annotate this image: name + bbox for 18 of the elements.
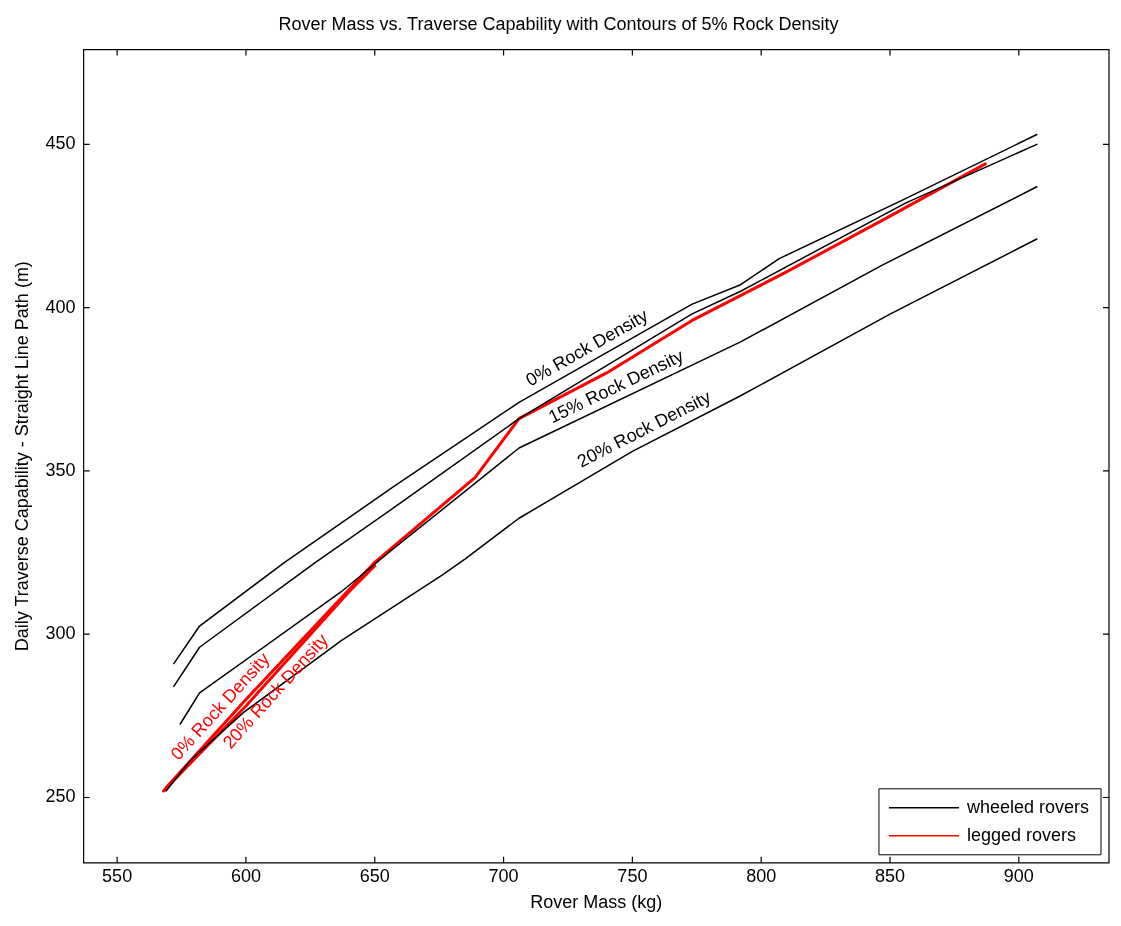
x-tick-label: 800 bbox=[746, 865, 777, 886]
x-tick-label: 700 bbox=[488, 865, 519, 886]
y-tick-label: 250 bbox=[45, 786, 76, 807]
y-axis-title: Daily Traverse Capability - Straight Line Path (m) bbox=[11, 261, 32, 652]
y-tick-label: 400 bbox=[45, 296, 76, 317]
x-axis-title: Rover Mass (kg) bbox=[530, 892, 663, 913]
x-tick-label: 650 bbox=[359, 865, 390, 886]
x-tick-label: 750 bbox=[617, 865, 648, 886]
y-tick-label: 350 bbox=[45, 459, 76, 480]
chart-title: Rover Mass vs. Traverse Capability with Contours of 5% Rock Density bbox=[278, 13, 839, 34]
legend-label: legged rovers bbox=[966, 824, 1077, 845]
x-tick-label: 900 bbox=[1003, 865, 1034, 886]
x-tick-label: 550 bbox=[102, 865, 133, 886]
x-tick-label: 850 bbox=[874, 865, 906, 886]
y-tick-label: 450 bbox=[45, 133, 76, 154]
x-tick-label: 600 bbox=[230, 865, 261, 886]
y-tick-label: 300 bbox=[45, 623, 76, 644]
legend-label: wheeled rovers bbox=[965, 796, 1089, 817]
